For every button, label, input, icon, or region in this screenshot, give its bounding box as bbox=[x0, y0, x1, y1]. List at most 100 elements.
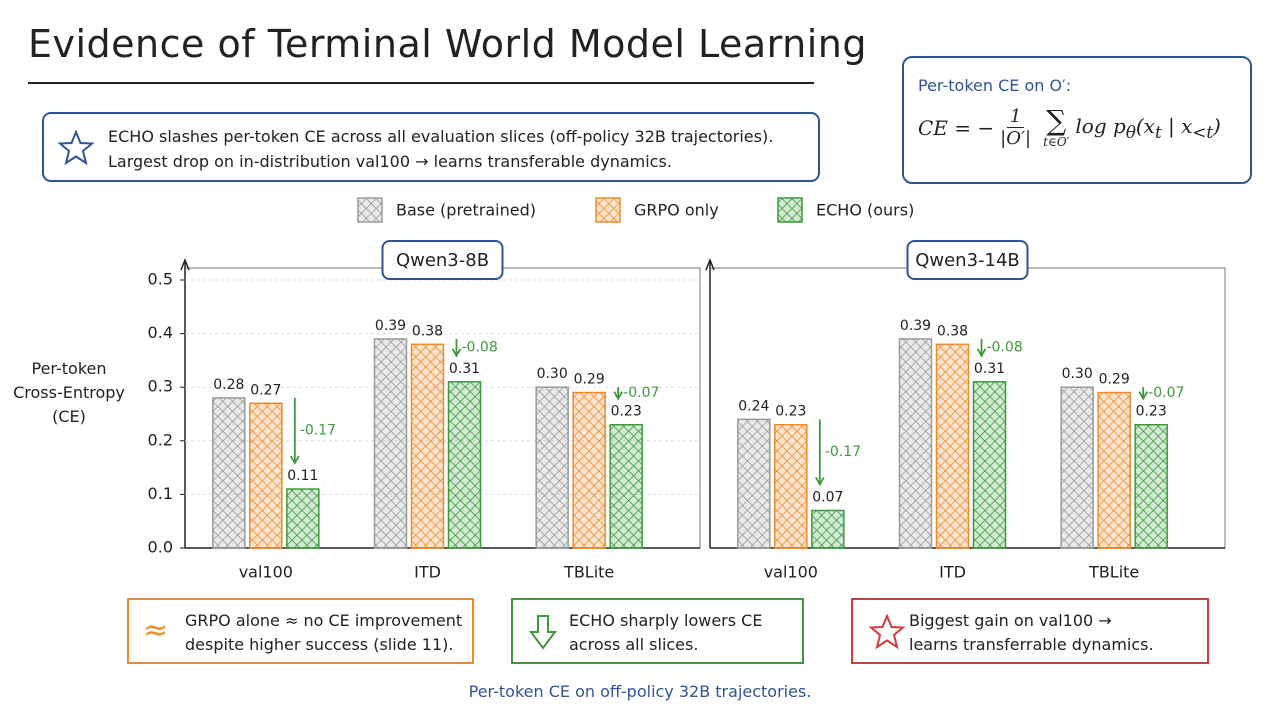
bar bbox=[212, 397, 246, 549]
value-label: 0.39 bbox=[900, 318, 931, 334]
y-label-line: Cross-Entropy bbox=[13, 383, 125, 402]
down-arrow-icon bbox=[529, 615, 557, 650]
value-label: 0.28 bbox=[213, 377, 244, 393]
formula-term: (x bbox=[1135, 113, 1155, 138]
bar bbox=[737, 418, 771, 549]
formula-term: | x bbox=[1161, 113, 1193, 138]
delta-label: -0.08 bbox=[462, 339, 498, 355]
star-icon bbox=[58, 130, 94, 166]
subtitle-box bbox=[906, 240, 1029, 280]
summary-box: ECHO slashes per-token CE across all eva… bbox=[42, 112, 820, 182]
formula-lhs: CE = − bbox=[918, 115, 995, 140]
denominator: |O′| bbox=[1000, 128, 1032, 149]
delta-arrowhead bbox=[1138, 391, 1148, 401]
delta-arrowhead bbox=[451, 348, 462, 358]
delta-label: -0.07 bbox=[623, 385, 659, 401]
bar bbox=[286, 488, 320, 549]
subtitle-box bbox=[381, 240, 504, 280]
bar bbox=[898, 338, 933, 549]
value-label: 0.29 bbox=[574, 372, 605, 388]
delta-arrowhead bbox=[815, 477, 825, 487]
sum: ∑ t∈O′ bbox=[1043, 106, 1070, 149]
value-label: 0.07 bbox=[812, 489, 843, 505]
delta-arrowhead bbox=[613, 391, 623, 401]
note-symbol: ≈ bbox=[143, 613, 169, 648]
x-tick-label: ITD bbox=[939, 563, 966, 582]
subtitle: Qwen3-8B bbox=[396, 250, 489, 271]
value-label: 0.30 bbox=[537, 366, 568, 382]
value-label: 0.38 bbox=[937, 323, 968, 339]
y-label-line: (CE) bbox=[52, 407, 86, 426]
footer: Per-token CE on off-policy 32B trajector… bbox=[468, 682, 812, 701]
note-line: across all slices. bbox=[569, 635, 699, 654]
formula-term: ) bbox=[1213, 113, 1221, 138]
value-label: 0.30 bbox=[1062, 366, 1093, 382]
note-box: ≈ GRPO alone ≈ no CE improvement despite … bbox=[127, 598, 474, 664]
value-label: 0.27 bbox=[250, 382, 281, 398]
value-label: 0.23 bbox=[1136, 404, 1167, 420]
delta-arrowhead bbox=[976, 348, 987, 358]
legend-swatch bbox=[595, 197, 621, 223]
value-label: 0.31 bbox=[974, 361, 1005, 377]
x-tick-label: TBLite bbox=[1088, 563, 1139, 582]
subscript: t bbox=[1154, 122, 1162, 142]
bar bbox=[1097, 391, 1131, 549]
fraction: 1 |O′| bbox=[1000, 106, 1031, 149]
legend-swatch bbox=[777, 197, 803, 223]
legend-label: Base (pretrained) bbox=[396, 201, 536, 220]
y-tick-label: 0.0 bbox=[148, 538, 173, 557]
bar bbox=[410, 343, 445, 549]
value-label: 0.11 bbox=[287, 468, 318, 484]
summary-text: ECHO slashes per-token CE across all eva… bbox=[108, 124, 773, 174]
x-tick-label: val100 bbox=[239, 563, 293, 582]
delta-label: -0.07 bbox=[1148, 385, 1184, 401]
subscript: θ bbox=[1125, 122, 1136, 142]
bar bbox=[609, 423, 643, 549]
note-line: learns transferrable dynamics. bbox=[909, 635, 1154, 654]
note-text: Biggest gain on val100 → learns transferr… bbox=[909, 609, 1154, 657]
subscript: <t bbox=[1192, 122, 1214, 142]
value-label: 0.29 bbox=[1099, 372, 1130, 388]
legend-label: GRPO only bbox=[634, 201, 719, 220]
note-text: GRPO alone ≈ no CE improvement despite hi… bbox=[185, 609, 462, 657]
delta-label: -0.08 bbox=[987, 339, 1023, 355]
note-line: GRPO alone ≈ no CE improvement bbox=[185, 611, 463, 630]
bar bbox=[447, 381, 482, 549]
y-axis-label: Per-token Cross-Entropy (CE) bbox=[0, 357, 138, 429]
x-tick-label: ITD bbox=[414, 563, 441, 582]
note-box: Biggest gain on val100 → learns transferr… bbox=[851, 598, 1209, 664]
axis-arrow bbox=[705, 257, 715, 271]
formula: CE = − 1 |O′| ∑ t∈O′ log pθ(xt | x<t) bbox=[918, 106, 1221, 149]
bar bbox=[1134, 423, 1168, 549]
formula-box: Per-token CE on O′: CE = − 1 |O′| ∑ t∈O′ l… bbox=[902, 56, 1252, 184]
star-icon bbox=[869, 614, 905, 650]
value-label: 0.31 bbox=[449, 361, 480, 377]
summary-line: Largest drop on in-distribution val100 →… bbox=[108, 152, 672, 171]
note-line: ECHO sharply lowers CE bbox=[569, 611, 763, 630]
delta-label: -0.17 bbox=[825, 444, 861, 460]
legend-swatch bbox=[357, 197, 383, 223]
axis-arrow bbox=[180, 257, 190, 271]
value-label: 0.24 bbox=[738, 398, 769, 414]
bar bbox=[572, 391, 606, 549]
delta-arrowhead bbox=[290, 455, 300, 465]
subtitle: Qwen3-14B bbox=[915, 250, 1020, 271]
bar bbox=[935, 343, 970, 549]
note-line: despite higher success (slide 11). bbox=[185, 635, 454, 654]
bar bbox=[249, 402, 283, 549]
y-label-line: Per-token bbox=[31, 359, 107, 378]
bar bbox=[811, 509, 845, 549]
sum-subscript: t∈O′ bbox=[1043, 134, 1070, 149]
bar bbox=[535, 386, 569, 549]
x-tick-label: val100 bbox=[764, 563, 818, 582]
value-label: 0.38 bbox=[412, 323, 443, 339]
bar bbox=[1060, 386, 1094, 549]
bar bbox=[774, 423, 808, 549]
legend-label: ECHO (ours) bbox=[816, 201, 914, 220]
y-tick-label: 0.1 bbox=[148, 484, 173, 503]
note-box: ECHO sharply lowers CE across all slices. bbox=[511, 598, 804, 664]
y-tick-label: 0.5 bbox=[148, 270, 173, 289]
y-tick-label: 0.2 bbox=[148, 430, 173, 449]
